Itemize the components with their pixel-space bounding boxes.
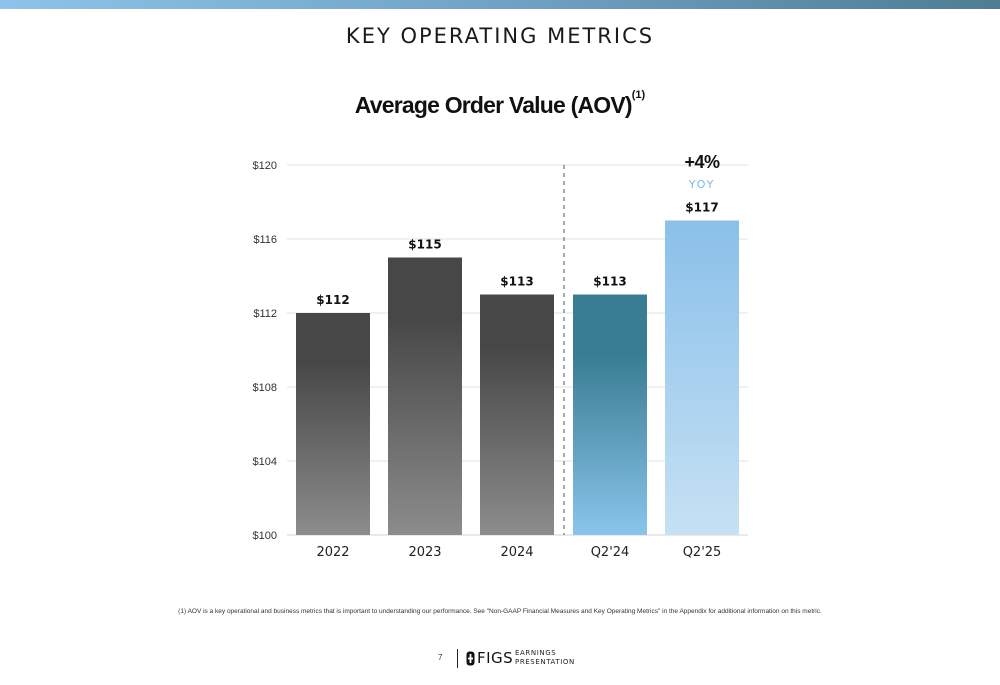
footnote: (1) AOV is a key operational and busines…: [178, 608, 822, 615]
aov-bar-chart: $100 $104 $108 $112 $116 $120 $112 2022 $115 2023…: [253, 152, 748, 560]
page-title: KEY OPERATING METRICS: [345, 24, 655, 48]
top-accent-bar: [0, 0, 1000, 9]
x-tick-label: Q2'25: [683, 545, 722, 560]
bar: [296, 313, 370, 535]
footer-subtitle: EARNINGS PRESENTATION: [515, 649, 575, 666]
bar: [665, 220, 739, 535]
yoy-change-value: +4%: [684, 152, 720, 172]
x-tick-label: 2022: [316, 545, 349, 560]
y-tick-label: $104: [253, 456, 277, 468]
bar-value-label: $113: [593, 275, 626, 289]
figs-logo-text: FIGS: [477, 649, 514, 667]
footer-subtitle-line1: EARNINGS: [515, 649, 557, 657]
x-tick-label: 2024: [500, 545, 533, 560]
footer-subtitle-line2: PRESENTATION: [515, 657, 575, 666]
labels-layer: $100 $104 $108 $112 $116 $120 $112 2022 $115 2023…: [253, 152, 722, 560]
y-tick-label: $116: [253, 234, 277, 246]
chart-title-footnote-marker: (1): [631, 89, 646, 102]
y-tick-label: $120: [253, 160, 277, 172]
bar-value-label: $113: [500, 275, 533, 289]
y-tick-label: $112: [253, 308, 277, 320]
figs-logo-mark-icon: [466, 651, 475, 665]
bar-value-label: $115: [408, 238, 441, 252]
bar: [480, 294, 554, 535]
footer: 7 FIGS EARNINGS PRESENTATION: [0, 648, 1000, 672]
yoy-label: YOY: [688, 178, 715, 191]
y-tick-label: $108: [253, 382, 277, 394]
bar-value-label: $112: [316, 293, 349, 307]
page-number: 7: [438, 653, 443, 662]
bar: [388, 257, 462, 535]
y-tick-label: $100: [253, 530, 277, 542]
figs-logo: FIGS: [466, 649, 513, 667]
chart-title-text: Average Order Value (AOV): [354, 92, 633, 118]
bar-value-label: $117: [685, 201, 718, 215]
bars-layer: [296, 220, 739, 535]
bar: [573, 294, 647, 535]
footer-divider: [457, 649, 458, 668]
x-tick-label: 2023: [408, 545, 441, 560]
chart-title: Average Order Value (AOV)(1): [0, 89, 1000, 119]
x-tick-label: Q2'24: [591, 545, 630, 560]
